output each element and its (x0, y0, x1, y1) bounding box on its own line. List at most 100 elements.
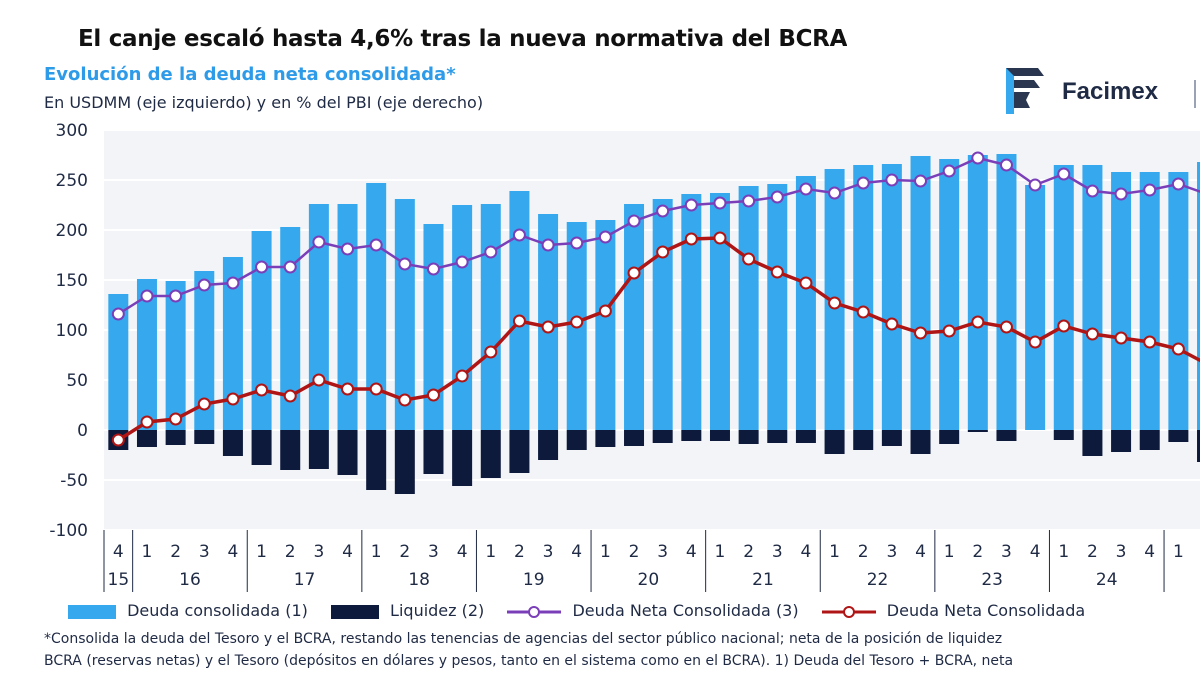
point-neta-usd (255, 260, 269, 274)
bar-liquidez (1082, 430, 1103, 456)
legend-label-deuda: Deuda consolidada (1) (127, 601, 308, 620)
legend: Deuda consolidada (1) Liquidez (2) Deuda… (68, 600, 1103, 626)
bar-deuda (738, 186, 759, 430)
bar-deuda (881, 164, 902, 430)
bar-liquidez (1111, 430, 1132, 452)
y-tick-label: 100 (56, 321, 88, 341)
point-neta-pbi (226, 392, 240, 406)
y-tick-label: 200 (56, 221, 88, 241)
point-neta-pbi (598, 304, 612, 318)
bar-deuda (251, 231, 272, 430)
point-neta-usd (570, 236, 584, 250)
point-neta-pbi (455, 369, 469, 383)
point-neta-usd (942, 164, 956, 178)
point-neta-usd (856, 176, 870, 190)
x-tick-label: 1 (1058, 542, 1069, 562)
bar-liquidez (308, 430, 329, 469)
legend-item-liquidez: Liquidez (2) (330, 601, 484, 620)
point-neta-usd (312, 235, 326, 249)
point-neta-usd (140, 289, 154, 303)
point-neta-pbi (627, 266, 641, 280)
y-tick-label: -50 (60, 471, 88, 491)
bar-liquidez (394, 430, 415, 494)
point-neta-usd (627, 214, 641, 228)
x-tick-label: 4 (1030, 542, 1041, 562)
legend-label-neta-pbi: Deuda Neta Consolidada (886, 601, 1086, 620)
year-label: 19 (523, 570, 545, 590)
point-neta-pbi (742, 252, 756, 266)
bar-deuda (595, 220, 616, 430)
legend-swatch-liquidez (330, 604, 379, 619)
point-neta-usd (1085, 184, 1099, 198)
x-tick-label: 2 (399, 542, 410, 562)
x-tick-label: 3 (313, 542, 324, 562)
x-tick-label: 3 (772, 542, 783, 562)
year-label: 20 (638, 570, 660, 590)
year-label: 21 (752, 570, 774, 590)
y-tick-label: 50 (66, 371, 88, 391)
point-neta-pbi (169, 412, 183, 426)
bar-deuda (709, 193, 730, 430)
bar-liquidez (136, 430, 157, 447)
bar-liquidez (566, 430, 587, 450)
point-neta-pbi (140, 415, 154, 429)
x-tick-label: 3 (886, 542, 897, 562)
point-neta-pbi (1028, 335, 1042, 349)
x-tick-label: 4 (342, 542, 353, 562)
year-label: 22 (867, 570, 889, 590)
bar-deuda (1139, 172, 1160, 430)
bar-liquidez (165, 430, 186, 445)
x-tick-label: 4 (1144, 542, 1155, 562)
point-neta-pbi (942, 324, 956, 338)
bar-deuda (337, 204, 358, 430)
x-tick-label: 2 (285, 542, 296, 562)
point-neta-usd (169, 289, 183, 303)
bar-deuda (280, 227, 301, 430)
bar-liquidez (910, 430, 931, 454)
point-neta-usd (1143, 183, 1157, 197)
x-tick-label: 3 (657, 542, 668, 562)
bar-deuda (394, 199, 415, 430)
point-neta-usd (828, 186, 842, 200)
bar-liquidez (194, 430, 215, 444)
legend-swatch-neta-pbi (821, 605, 876, 618)
point-neta-pbi (398, 393, 412, 407)
bar-deuda (423, 224, 444, 430)
bar-liquidez (795, 430, 816, 443)
year-label: 18 (408, 570, 430, 590)
point-neta-usd (541, 238, 555, 252)
year-label: 17 (294, 570, 316, 590)
legend-item-neta-usd: Deuda Neta Consolidada (3) (507, 601, 799, 620)
bar-deuda (967, 155, 988, 430)
point-neta-pbi (828, 296, 842, 310)
point-neta-pbi (283, 389, 297, 403)
x-tick-label: 2 (170, 542, 181, 562)
bar-deuda (509, 191, 530, 430)
x-tick-label: 4 (113, 542, 124, 562)
bar-liquidez (222, 430, 243, 456)
point-neta-pbi (856, 305, 870, 319)
point-neta-usd (684, 198, 698, 212)
x-tick-label: 2 (514, 542, 525, 562)
x-tick-label: 3 (199, 542, 210, 562)
point-neta-usd (598, 230, 612, 244)
point-neta-usd (226, 276, 240, 290)
point-neta-pbi (914, 326, 928, 340)
point-neta-usd (656, 204, 670, 218)
point-neta-usd (1171, 177, 1185, 191)
bar-deuda (136, 279, 157, 430)
legend-item-deuda: Deuda consolidada (1) (68, 601, 308, 620)
x-tick-label: 1 (142, 542, 153, 562)
bar-liquidez (251, 430, 272, 465)
bar-liquidez (1168, 430, 1189, 442)
bar-deuda (624, 204, 645, 430)
bar-liquidez (824, 430, 845, 454)
point-neta-usd (999, 158, 1013, 172)
bar-liquidez (423, 430, 444, 474)
x-tick-label: 2 (1087, 542, 1098, 562)
year-label: 16 (179, 570, 201, 590)
year-label: 24 (1096, 570, 1118, 590)
bar-deuda (1025, 185, 1046, 430)
legend-swatch-neta-usd (507, 605, 562, 618)
point-neta-pbi (541, 320, 555, 334)
